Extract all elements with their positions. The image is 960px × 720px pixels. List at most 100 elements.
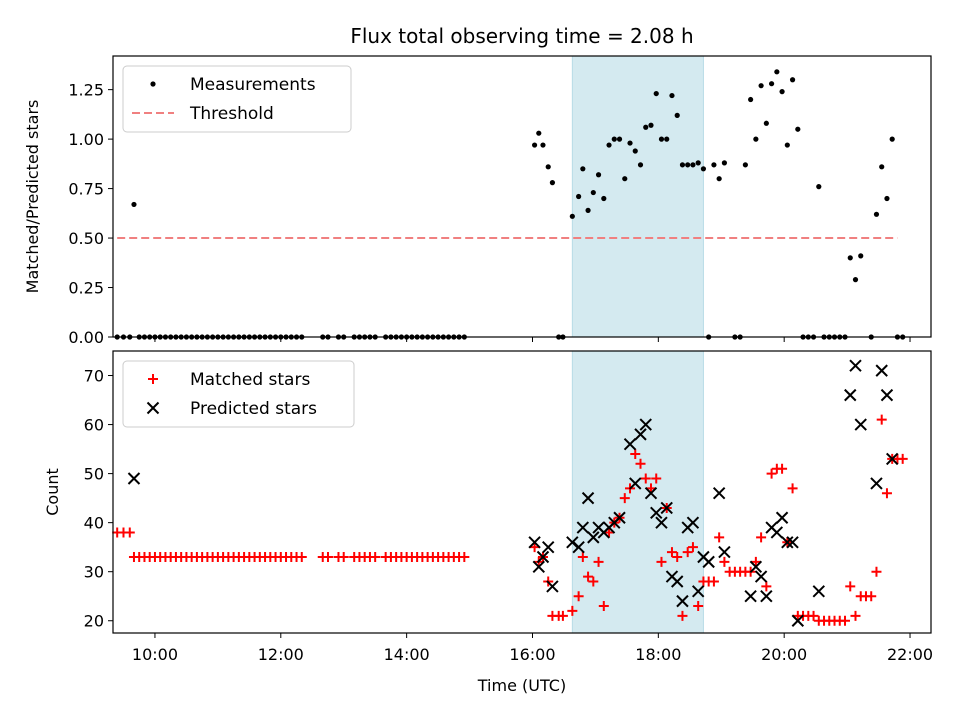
- matched-stars-point: [651, 473, 662, 484]
- matched-stars-point: [876, 414, 887, 425]
- measurement-point: [884, 195, 890, 202]
- matched-stars-point: [630, 448, 641, 459]
- measurement-point: [131, 201, 137, 208]
- measurement-point: [847, 255, 853, 261]
- matched-stars-point: [338, 551, 349, 562]
- matched-stars-point: [756, 532, 767, 543]
- legend-label: Matched stars: [190, 370, 310, 390]
- matched-stars-point: [598, 601, 609, 612]
- predicted-stars-point: [576, 521, 590, 534]
- legend-label: Predicted stars: [190, 399, 317, 419]
- measurement-point: [536, 130, 542, 136]
- y-tick-label: 50: [84, 465, 104, 484]
- matched-stars-point: [124, 527, 135, 538]
- measurement-point: [611, 136, 617, 142]
- predicted-stars-point: [528, 536, 541, 549]
- matched-stars-point: [619, 493, 630, 504]
- predicted-stars-point: [749, 560, 763, 573]
- matched-stars-point: [656, 556, 667, 567]
- y-tick-label: 1.00: [68, 130, 104, 149]
- plot-frame: [112, 55, 932, 338]
- plot-frame: [112, 350, 932, 634]
- y-tick-label: 60: [84, 416, 104, 435]
- measurement-point: [679, 162, 686, 168]
- predicted-stars-point: [786, 536, 799, 549]
- x-tick-label: 20:00: [761, 645, 807, 664]
- x-axis-label: Time (UTC): [477, 676, 566, 695]
- measurement-point: [784, 142, 790, 148]
- matched-stars-point: [677, 610, 688, 621]
- matched-stars-point: [529, 542, 540, 553]
- x-tick-label: 22:00: [887, 645, 933, 664]
- predicted-stars-point: [691, 585, 705, 598]
- predicted-stars-point: [712, 487, 726, 500]
- measurement-point: [789, 77, 796, 83]
- x-tick-label: 14:00: [384, 645, 430, 664]
- measurement-point: [774, 69, 780, 75]
- measurement-point: [858, 253, 864, 259]
- predicted-stars-point: [660, 501, 673, 515]
- predicted-stars-point: [532, 560, 545, 573]
- x-tick-label: 18:00: [635, 645, 681, 664]
- matched-stars-point: [766, 468, 777, 479]
- predicted-stars-point: [127, 472, 141, 485]
- measurement-point: [690, 162, 696, 168]
- measurement-point: [779, 89, 785, 95]
- measurement-point: [742, 162, 748, 168]
- legend-marker: [148, 374, 158, 384]
- measurement-point: [658, 136, 665, 142]
- matched-stars-point: [645, 483, 656, 494]
- predicted-stars-point: [781, 536, 794, 549]
- measurement-point: [768, 81, 775, 87]
- matched-stars-point: [672, 551, 683, 562]
- matched-stars-point: [588, 576, 599, 587]
- measurement-point: [585, 207, 591, 213]
- legend-label: Threshold: [189, 104, 274, 124]
- highlight-span: [571, 55, 704, 338]
- legend-plus: [148, 374, 158, 384]
- predicted-stars-point: [644, 487, 658, 500]
- predicted-stars-point: [760, 590, 773, 603]
- matched-stars-point: [693, 601, 704, 612]
- matched-stars-point: [761, 581, 772, 592]
- measurement-point: [721, 160, 728, 166]
- y-tick-label: 0.75: [68, 180, 104, 199]
- predicted-stars-point: [639, 418, 652, 431]
- y-tick-label: 1.25: [68, 81, 104, 100]
- y-tick-label: 30: [84, 563, 104, 582]
- measurement-point: [748, 96, 754, 103]
- x-tick-label: 16:00: [509, 645, 555, 664]
- predicted-stars-point: [542, 540, 555, 554]
- legend-x: [146, 401, 160, 415]
- measurement-point: [606, 142, 612, 148]
- matched-stars-point: [635, 458, 646, 469]
- panel-flux-ratio: 0.00 0.25 0.50 0.75 1.00 1.25 Matched/Predicte…: [23, 55, 932, 347]
- predicted-stars-point: [613, 511, 626, 524]
- matched-stars-point: [567, 605, 578, 616]
- measurement-point: [545, 164, 551, 170]
- measurement-point: [685, 162, 691, 168]
- measurement-point: [711, 162, 717, 168]
- predicted-stars-point: [650, 506, 663, 520]
- measurement-point: [795, 126, 801, 132]
- legend-dot: [150, 81, 156, 87]
- measurement-point: [879, 164, 885, 170]
- y-axis-label: Matched/Predicted stars: [23, 100, 42, 294]
- predicted-stars-point: [572, 540, 585, 554]
- measurement-point: [595, 172, 602, 178]
- predicted-stars-point: [671, 575, 684, 588]
- measurement-point: [758, 83, 764, 89]
- legend: Matched stars Predicted stars: [122, 360, 355, 428]
- matched-stars-point: [557, 610, 568, 621]
- predicted-stars-point: [844, 388, 857, 402]
- measurement-point: [601, 195, 607, 202]
- predicted-stars-point: [686, 516, 700, 529]
- matched-stars-point: [850, 610, 861, 621]
- predicted-stars-point: [744, 590, 757, 603]
- legend-box: [122, 65, 352, 133]
- y-tick-label: 20: [84, 612, 104, 631]
- matched-stars-point: [777, 463, 788, 474]
- measurement-point: [590, 189, 596, 196]
- chart-title: Flux total observing time = 2.08 h: [350, 24, 693, 48]
- predicted-stars-point: [775, 511, 789, 524]
